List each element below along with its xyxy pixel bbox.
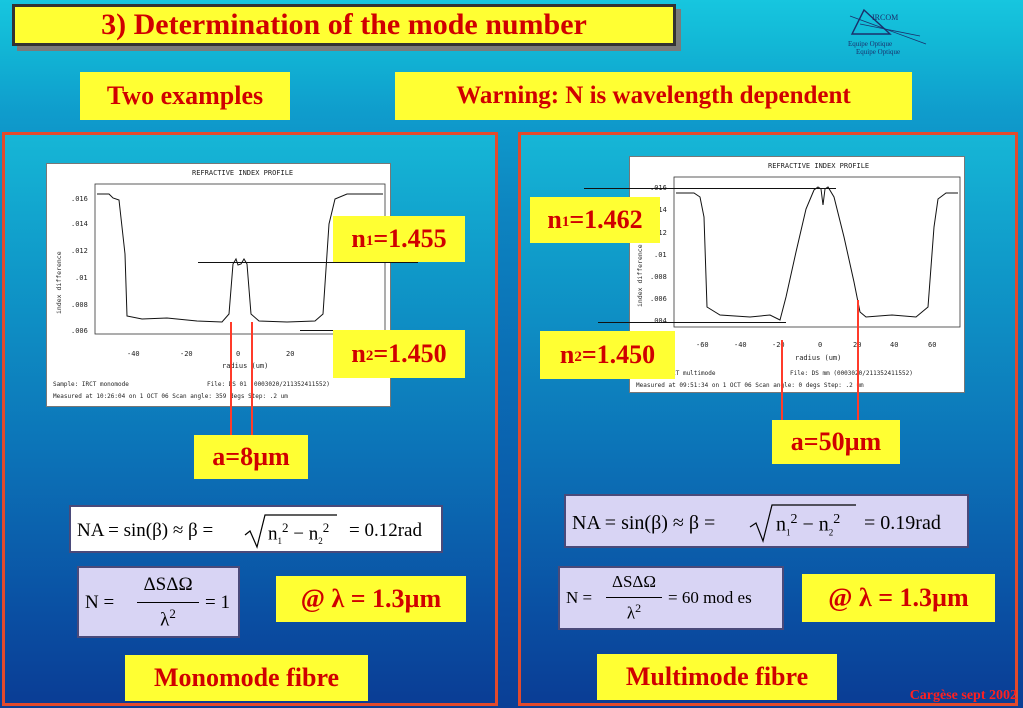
left-n2-label: n 2 =1.450 bbox=[333, 330, 465, 378]
left-xtick: 0 bbox=[236, 350, 240, 358]
warning-label: Warning: N is wavelength dependent bbox=[395, 72, 912, 120]
logo-name: IRCOM bbox=[872, 13, 898, 22]
right-xtick: -20 bbox=[772, 341, 785, 349]
two-examples-label: Two examples bbox=[80, 72, 290, 120]
left-na-formula: NA = sin(β) ≈ β = n12 − n22 = 0.12rad bbox=[69, 505, 443, 553]
right-index-profile-plot: REFRACTIVE INDEX PROFILE index differenc… bbox=[629, 156, 965, 393]
left-core-size-label: a=8µm bbox=[194, 435, 308, 479]
left-fibre-type-label: Monomode fibre bbox=[125, 655, 368, 701]
left-mode-number-formula: N = ΔSΔΩ λ2 = 1 bbox=[77, 566, 240, 638]
right-n1-label: n 1 =1.462 bbox=[530, 197, 660, 243]
right-core-size-label: a=50µm bbox=[772, 420, 900, 464]
left-xtick: -20 bbox=[180, 350, 193, 358]
left-ytick: .012 bbox=[71, 247, 88, 255]
left-ytick: .008 bbox=[71, 301, 88, 309]
right-xtick: 60 bbox=[928, 341, 936, 349]
right-plot-info1b: File: DS mm (0003020/211352411552) bbox=[790, 370, 913, 377]
logo-line1: Equipe Optique bbox=[848, 40, 892, 48]
right-mode-number-formula: N = ΔSΔΩ λ2 = 60 mod es bbox=[558, 566, 784, 630]
right-ytick: .004 bbox=[650, 317, 667, 325]
slide-title: 3) Determination of the mode number bbox=[12, 4, 676, 46]
left-xtick: 20 bbox=[286, 350, 294, 358]
right-core-edge-line-left bbox=[781, 340, 783, 432]
right-plot-title: REFRACTIVE INDEX PROFILE bbox=[768, 162, 869, 170]
right-xtick: 40 bbox=[890, 341, 898, 349]
right-ytick: .006 bbox=[650, 295, 667, 303]
left-ytick: .006 bbox=[71, 327, 88, 335]
ircom-logo: IRCOM Equipe Optique Equipe Optique bbox=[840, 6, 930, 60]
right-plot-info1: Sample: IRCT multimode bbox=[636, 370, 716, 377]
right-n2-label: n 2 =1.450 bbox=[540, 331, 675, 379]
right-plot-ylabel: index difference bbox=[636, 244, 644, 307]
left-ytick: .014 bbox=[71, 220, 88, 228]
right-n1-line bbox=[584, 188, 836, 189]
left-plot-info2: Measured at 10:26:04 on 1 OCT 06 Scan an… bbox=[53, 393, 288, 400]
right-xtick: -60 bbox=[696, 341, 709, 349]
right-plot-xlabel: radius (um) bbox=[795, 354, 841, 362]
right-core-edge-line-right bbox=[857, 300, 859, 432]
left-plot-xlabel: radius (um) bbox=[222, 362, 268, 370]
left-xtick: -40 bbox=[127, 350, 140, 358]
left-plot-ylabel: index difference bbox=[55, 251, 63, 314]
right-ytick: .008 bbox=[650, 273, 667, 281]
left-wavelength-label: @ λ = 1.3µm bbox=[276, 576, 466, 622]
left-core-edge-line-left bbox=[230, 322, 232, 436]
right-wavelength-label: @ λ = 1.3µm bbox=[802, 574, 995, 622]
right-xtick: 0 bbox=[818, 341, 822, 349]
left-core-edge-line-right bbox=[251, 322, 253, 436]
right-plot-info2: Measured at 09:51:34 on 1 OCT 06 Scan an… bbox=[636, 382, 864, 389]
logo-line2: Equipe Optique bbox=[856, 48, 900, 56]
footer-caption: Cargèse sept 2002 bbox=[909, 688, 1017, 703]
left-n1-line bbox=[198, 262, 418, 263]
right-na-formula: NA = sin(β) ≈ β = n12 − n22 = 0.19rad bbox=[564, 494, 969, 548]
right-n2-line bbox=[598, 322, 786, 323]
left-ytick: .016 bbox=[71, 195, 88, 203]
left-plot-info1b: File: DS 01 (0003020/211352411552) bbox=[207, 381, 330, 388]
left-n1-label: n 1 =1.455 bbox=[333, 216, 465, 262]
right-ytick: .01 bbox=[654, 251, 667, 259]
left-ytick: .01 bbox=[75, 274, 88, 282]
right-xtick: -40 bbox=[734, 341, 747, 349]
left-plot-info1: Sample: IRCT monomode bbox=[53, 381, 129, 388]
left-plot-title: REFRACTIVE INDEX PROFILE bbox=[192, 169, 293, 177]
slide-title-text: 3) Determination of the mode number bbox=[101, 8, 587, 41]
right-fibre-type-label: Multimode fibre bbox=[597, 654, 837, 700]
